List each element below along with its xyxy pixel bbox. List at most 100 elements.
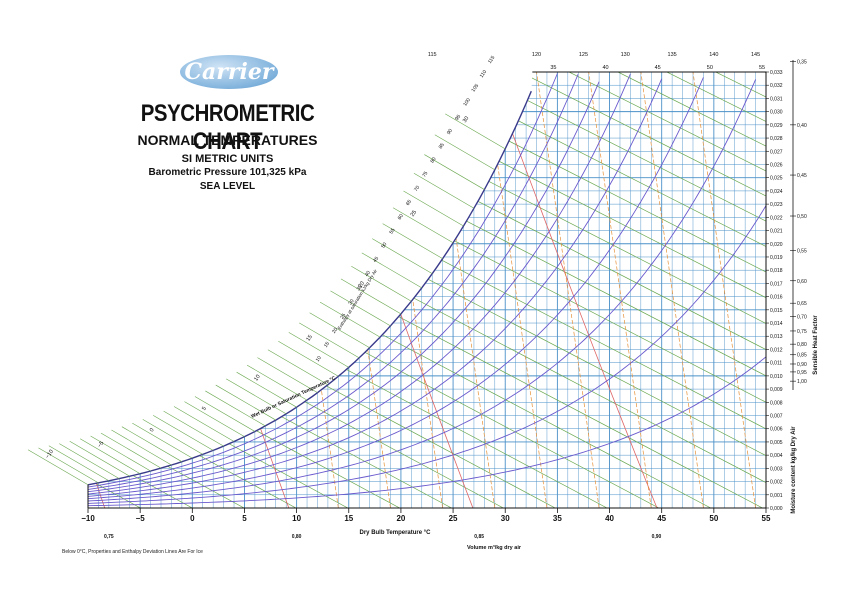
chart-subtitle: NORMAL TEMPERATURES bbox=[137, 132, 318, 148]
y-tick-label: 0,007 bbox=[770, 414, 783, 420]
enthalpy-line bbox=[88, 72, 400, 508]
y-tick-label: 0,033 bbox=[770, 70, 783, 76]
enthalpy-line bbox=[88, 72, 297, 508]
top-enthalpy-label: 145 bbox=[751, 52, 760, 58]
y-tick-label: 0,027 bbox=[770, 149, 783, 155]
enthalpy-line bbox=[240, 72, 766, 508]
enthalpy-scale-label: 95 bbox=[454, 114, 462, 122]
enthalpy-line bbox=[88, 72, 245, 508]
top-enthalpy-label: 115 bbox=[428, 52, 437, 58]
wet-bulb-extension bbox=[173, 406, 235, 442]
relative-humidity-curve bbox=[88, 79, 757, 502]
enthalpy-line bbox=[95, 72, 766, 508]
deviation-line bbox=[588, 72, 652, 508]
wet-bulb-extension bbox=[142, 419, 203, 455]
y-tick-label: 0,004 bbox=[770, 453, 783, 459]
grid-layer bbox=[88, 72, 766, 508]
shf-label: 0,50 bbox=[797, 214, 807, 220]
enthalpy-scale-label: 45 bbox=[372, 256, 380, 264]
wet-bulb-extension bbox=[340, 278, 402, 315]
units-label: SI METRIC UNITS bbox=[181, 153, 274, 165]
enthalpy-scale-label: 25 bbox=[339, 312, 347, 320]
enthalpy-scale-label: 110 bbox=[479, 69, 489, 79]
wet-bulb-extension bbox=[424, 154, 485, 190]
wet-bulb-label: 25 bbox=[410, 209, 418, 217]
volume-line bbox=[88, 85, 106, 508]
x-tick-label: 0 bbox=[190, 514, 195, 523]
top-dry-bulb-label: 35 bbox=[550, 65, 556, 71]
shf-label: 0,60 bbox=[797, 279, 807, 285]
enthalpy-line bbox=[88, 72, 766, 508]
wet-bulb-extension bbox=[351, 265, 412, 302]
logo-text: Carrier bbox=[184, 59, 274, 85]
footnote: Below 0°C, Properties and Enthalpy Devia… bbox=[62, 549, 203, 555]
enthalpy-scale-label: 80 bbox=[430, 156, 438, 164]
wet-bulb-extension bbox=[226, 378, 287, 415]
wet-bulb-extension bbox=[257, 357, 318, 393]
y-tick-label: 0,028 bbox=[770, 136, 783, 142]
top-dry-bulb-label: 55 bbox=[759, 65, 765, 71]
y-tick-label: 0,014 bbox=[770, 321, 783, 327]
wet-bulb-extension bbox=[267, 349, 329, 385]
x-tick-label: 30 bbox=[501, 514, 510, 523]
shf-label: 0,95 bbox=[797, 370, 807, 376]
top-dry-bulb-label: 50 bbox=[707, 65, 713, 71]
wet-bulb-extension bbox=[184, 401, 245, 437]
y-tick-label: 0,020 bbox=[770, 242, 783, 248]
relative-humidity-curve bbox=[88, 81, 600, 493]
wet-bulb-extension bbox=[319, 301, 381, 338]
wet-bulb-extension bbox=[434, 134, 495, 171]
wet-bulb-label: −10 bbox=[45, 449, 55, 460]
x-tick-label: 35 bbox=[553, 514, 562, 523]
volume-label: 0,90 bbox=[652, 534, 662, 540]
clipped-grid bbox=[88, 72, 766, 508]
enthalpy-line bbox=[88, 72, 766, 508]
wet-bulb-extension bbox=[48, 445, 110, 482]
wet-bulb-extension bbox=[38, 447, 99, 484]
saturation-curve bbox=[87, 90, 532, 486]
wet-bulb-extension bbox=[299, 322, 360, 359]
y-tick-label: 0,000 bbox=[770, 506, 783, 512]
enthalpy-line bbox=[88, 72, 766, 508]
shf-label: 0,80 bbox=[797, 342, 807, 348]
wet-bulb-extension bbox=[288, 332, 349, 368]
y-tick-label: 0,011 bbox=[770, 361, 782, 367]
y-tick-label: 0,029 bbox=[770, 123, 783, 129]
enthalpy-scale-label: 10 bbox=[315, 355, 323, 363]
y-tick-label: 0,001 bbox=[770, 493, 783, 499]
altitude-label: SEA LEVEL bbox=[199, 181, 256, 192]
y-tick-label: 0,016 bbox=[770, 295, 783, 301]
shf-label: 1,00 bbox=[797, 379, 807, 385]
y-tick-label: 0,005 bbox=[770, 440, 783, 446]
x-tick-label: 50 bbox=[709, 514, 718, 523]
y-tick-label: 0,018 bbox=[770, 268, 783, 274]
enthalpy-line bbox=[191, 72, 766, 508]
enthalpy-scale-label: 30 bbox=[348, 298, 356, 306]
enthalpy-line bbox=[88, 72, 141, 508]
wet-bulb-extension bbox=[69, 440, 130, 477]
y-tick-label: 0,006 bbox=[770, 427, 783, 433]
x-tick-label: −5 bbox=[136, 514, 146, 523]
y-axis-title: Moisture content kg/kg Dry Air bbox=[791, 426, 797, 514]
y-tick-label: 0,032 bbox=[770, 83, 783, 89]
x-tick-label: 25 bbox=[449, 514, 458, 523]
shf-label: 0,40 bbox=[797, 123, 807, 129]
wet-bulb-extension bbox=[445, 113, 506, 150]
relative-humidity-curve bbox=[88, 73, 631, 495]
y-tick-label: 0,023 bbox=[770, 202, 783, 208]
enthalpy-scale-label: 15 bbox=[323, 341, 331, 349]
enthalpy-scale-label: 20 bbox=[331, 327, 339, 335]
y-tick-label: 0,026 bbox=[770, 162, 783, 168]
enthalpy-line bbox=[88, 72, 766, 508]
shf-label: 0,90 bbox=[797, 362, 807, 368]
pressure-label: Barometric Pressure 101,325 kPa bbox=[148, 167, 307, 178]
deviation-line bbox=[640, 72, 704, 508]
enthalpy-line bbox=[88, 72, 766, 508]
wet-bulb-extension bbox=[163, 410, 224, 447]
x-tick-label: −10 bbox=[81, 514, 95, 523]
wet-bulb-label: 15 bbox=[305, 334, 313, 342]
wet-bulb-label: 0 bbox=[149, 427, 156, 433]
enthalpy-line bbox=[88, 72, 89, 508]
top-dry-bulb-label: 40 bbox=[602, 65, 608, 71]
enthalpy-scale-label: 90 bbox=[446, 128, 454, 136]
